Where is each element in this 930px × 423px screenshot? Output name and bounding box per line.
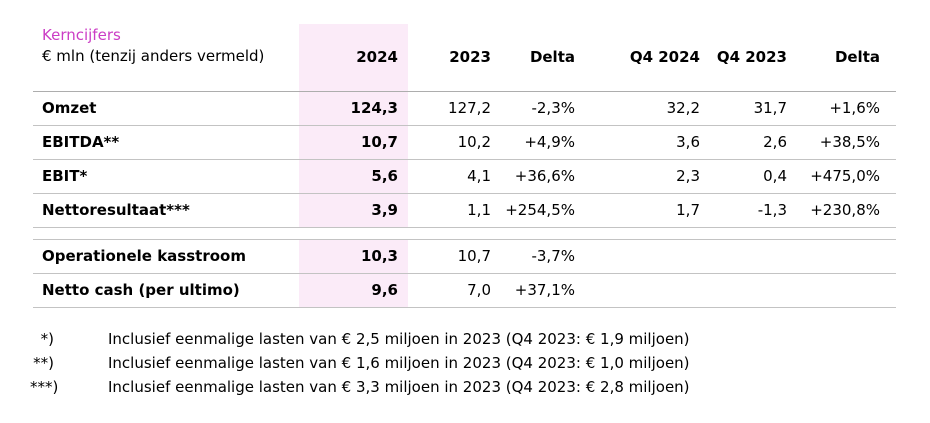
column-header-delta-q4: Delta — [797, 24, 896, 92]
cell-2023: 10,7 — [408, 239, 501, 274]
cell-2024: 5,6 — [299, 159, 408, 194]
row-label: Omzet — [33, 91, 299, 126]
row-label: EBIT* — [33, 159, 299, 194]
column-header-q4-2023: Q4 2023 — [710, 24, 797, 92]
footnote-text: Inclusief eenmalige lasten van € 2,5 mil… — [108, 330, 690, 348]
cell-delta-q4: +1,6% — [797, 91, 896, 126]
cell-q4-2024 — [585, 239, 710, 274]
table-title-block: Kerncijfers € mln (tenzij anders vermeld… — [33, 24, 299, 92]
column-header-2023: 2023 — [408, 24, 501, 92]
cell-delta-q4: +38,5% — [797, 125, 896, 160]
table-header-row: Kerncijfers € mln (tenzij anders vermeld… — [33, 24, 896, 92]
cell-delta-fy: -3,7% — [501, 239, 585, 274]
cell-delta-q4 — [797, 239, 896, 274]
cell-2023: 1,1 — [408, 193, 501, 228]
footnote-text: Inclusief eenmalige lasten van € 1,6 mil… — [108, 354, 690, 372]
table-row-operationele-kasstroom: Operationele kasstroom 10,3 10,7 -3,7% — [33, 239, 896, 274]
cell-2023: 4,1 — [408, 159, 501, 194]
cell-delta-fy: +37,1% — [501, 273, 585, 308]
cell-2024: 10,3 — [299, 239, 408, 274]
row-label: EBITDA** — [33, 125, 299, 160]
table-row-nettoresultaat: Nettoresultaat*** 3,9 1,1 +254,5% 1,7 -1… — [33, 193, 896, 228]
page-title: Kerncijfers — [42, 26, 121, 44]
column-header-delta-fy: Delta — [501, 24, 585, 92]
footnote-text: Inclusief eenmalige lasten van € 3,3 mil… — [108, 378, 690, 396]
footnote-marker: **) — [33, 354, 54, 372]
row-label: Operationele kasstroom — [33, 239, 299, 274]
table-row-netto-cash: Netto cash (per ultimo) 9,6 7,0 +37,1% — [33, 273, 896, 308]
cell-2024: 124,3 — [299, 91, 408, 126]
cell-q4-2024: 1,7 — [585, 193, 710, 228]
cell-delta-q4: +230,8% — [797, 193, 896, 228]
footnote-1: *) Inclusief eenmalige lasten van € 2,5 … — [30, 327, 690, 351]
cell-q4-2023: 31,7 — [710, 91, 797, 126]
footnote-2: **) Inclusief eenmalige lasten van € 1,6… — [30, 351, 690, 375]
cell-q4-2023: 2,6 — [710, 125, 797, 160]
column-header-q4-2024: Q4 2024 — [585, 24, 710, 92]
key-figures-table: Kerncijfers € mln (tenzij anders vermeld… — [33, 24, 896, 308]
cell-delta-q4 — [797, 273, 896, 308]
cell-delta-fy: +36,6% — [501, 159, 585, 194]
cell-2023: 127,2 — [408, 91, 501, 126]
cell-delta-q4: +475,0% — [797, 159, 896, 194]
footnotes-block: *) Inclusief eenmalige lasten van € 2,5 … — [30, 327, 690, 399]
cell-q4-2024: 2,3 — [585, 159, 710, 194]
footnote-marker: ***) — [30, 378, 59, 396]
cell-q4-2024 — [585, 273, 710, 308]
footnote-3: ***) Inclusief eenmalige lasten van € 3,… — [30, 375, 690, 399]
cell-2024: 3,9 — [299, 193, 408, 228]
cell-q4-2023: 0,4 — [710, 159, 797, 194]
cell-q4-2023 — [710, 239, 797, 274]
cell-2024: 9,6 — [299, 273, 408, 308]
cell-2023: 10,2 — [408, 125, 501, 160]
cell-2024: 10,7 — [299, 125, 408, 160]
footnote-marker: *) — [40, 330, 54, 348]
table-row-ebit: EBIT* 5,6 4,1 +36,6% 2,3 0,4 +475,0% — [33, 159, 896, 194]
table-row-ebitda: EBITDA** 10,7 10,2 +4,9% 3,6 2,6 +38,5% — [33, 125, 896, 160]
section-divider-gap — [33, 227, 896, 240]
cell-q4-2024: 32,2 — [585, 91, 710, 126]
cell-delta-fy: -2,3% — [501, 91, 585, 126]
cell-2023: 7,0 — [408, 273, 501, 308]
cell-q4-2023 — [710, 273, 797, 308]
table-subtitle: € mln (tenzij anders vermeld) — [42, 47, 265, 65]
row-label: Nettoresultaat*** — [33, 193, 299, 228]
cell-q4-2023: -1,3 — [710, 193, 797, 228]
cell-q4-2024: 3,6 — [585, 125, 710, 160]
section-divider — [33, 227, 896, 240]
table-row-omzet: Omzet 124,3 127,2 -2,3% 32,2 31,7 +1,6% — [33, 91, 896, 126]
row-label: Netto cash (per ultimo) — [33, 273, 299, 308]
cell-delta-fy: +254,5% — [501, 193, 585, 228]
cell-delta-fy: +4,9% — [501, 125, 585, 160]
column-header-2024: 2024 — [299, 24, 408, 92]
